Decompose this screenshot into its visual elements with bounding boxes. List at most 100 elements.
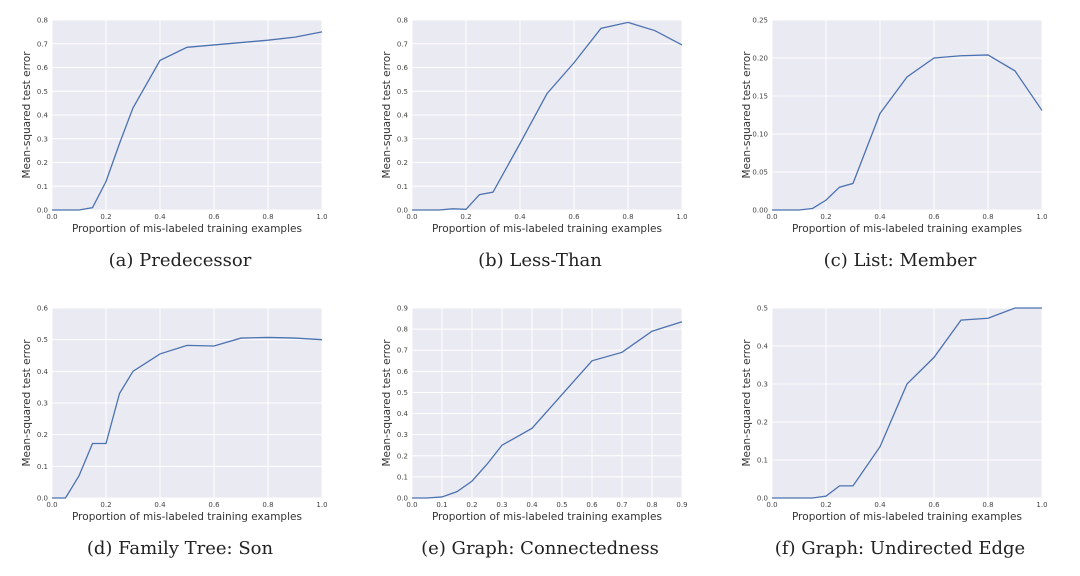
chart-b: 0.0 0.2 0.4 0.6 0.8 1.0 0.0 0.1 0.2 0.3 0.4 0.5 0.6 0… — [381, 17, 688, 236]
y-tick-label: 0.2 — [37, 431, 48, 439]
x-tick-label: 1.0 — [316, 213, 327, 221]
y-tick-label: 0.5 — [397, 88, 408, 96]
y-tick-label: 0.0 — [37, 495, 48, 503]
x-tick-label: 0.2 — [466, 501, 477, 509]
y-tick-label: 0.15 — [752, 93, 768, 101]
x-tick-label: 0.6 — [568, 213, 580, 221]
x-tick-label: 0.6 — [928, 213, 940, 221]
y-tick-label: 0.1 — [397, 183, 408, 191]
x-tick-label: 0.4 — [874, 501, 886, 509]
y-tick-label: 0.7 — [397, 40, 408, 48]
chart-c: 0.0 0.2 0.4 0.6 0.8 1.0 0.00 0.05 0.10 0.15 0.20 0.… — [741, 17, 1048, 236]
y-tick-label: 0.0 — [757, 495, 768, 503]
y-tick-label: 0.10 — [752, 131, 768, 139]
x-tick-label: 0.5 — [556, 501, 567, 509]
y-tick-label: 0.8 — [397, 326, 408, 334]
x-tick-label: 0.7 — [616, 501, 627, 509]
x-tick-label: 0.8 — [646, 501, 657, 509]
y-tick-label: 0.9 — [397, 305, 408, 313]
x-tick-label: 1.0 — [1036, 501, 1047, 509]
x-axis-label: Proportion of mis-labeled training examp… — [432, 223, 662, 235]
y-tick-label: 0.1 — [757, 457, 768, 465]
chart-d: 0.0 0.2 0.4 0.6 0.8 1.0 0.0 0.1 0.2 0.3 0.4 0.5 0.6 P… — [21, 305, 328, 524]
y-tick-label: 0.1 — [397, 473, 408, 481]
chart-panel-c: 0.0 0.2 0.4 0.6 0.8 1.0 0.00 0.05 0.10 0.15 0.20 0.… — [720, 0, 1080, 288]
plot-area — [772, 20, 1042, 210]
y-tick-label: 0.4 — [757, 343, 769, 351]
series-line — [412, 321, 683, 499]
y-tick-label: 0.2 — [397, 159, 408, 167]
x-tick-label: 0.8 — [982, 213, 993, 221]
series-line — [52, 336, 323, 499]
series-line — [772, 54, 1043, 211]
chart-panel-d: 0.0 0.2 0.4 0.6 0.8 1.0 0.0 0.1 0.2 0.3 0.4 0.5 0.6 P… — [0, 288, 360, 576]
caption-a: (a) Predecessor — [108, 250, 252, 271]
y-tick-label: 0.1 — [37, 463, 48, 471]
y-tick-label: 0.3 — [37, 135, 48, 143]
series-line — [412, 21, 683, 211]
y-tick-label: 0.3 — [37, 400, 48, 408]
y-axis-label: Mean-squared test error — [741, 339, 753, 467]
x-tick-label: 0.2 — [100, 213, 111, 221]
x-tick-label: 0.8 — [982, 501, 993, 509]
y-tick-label: 0.05 — [752, 169, 768, 177]
x-tick-label: 0.2 — [820, 501, 831, 509]
x-tick-label: 0.4 — [154, 213, 166, 221]
y-axis-label: Mean-squared test error — [381, 339, 393, 467]
x-tick-label: 0.4 — [874, 213, 886, 221]
y-tick-label: 0.2 — [37, 159, 48, 167]
x-tick-label: 0.6 — [928, 501, 940, 509]
x-tick-label: 0.4 — [514, 213, 526, 221]
x-tick-label: 0.0 — [766, 501, 777, 509]
series-line — [52, 31, 323, 211]
x-tick-label: 0.8 — [262, 501, 273, 509]
y-tick-label: 0.4 — [397, 112, 409, 120]
y-tick-label: 0.8 — [37, 17, 48, 25]
x-axis-label: Proportion of mis-labeled training examp… — [432, 511, 662, 523]
y-axis-label: Mean-squared test error — [21, 51, 33, 179]
y-tick-label: 0.4 — [37, 112, 49, 120]
x-tick-label: 0.0 — [406, 213, 417, 221]
x-axis-label: Proportion of mis-labeled training examp… — [792, 511, 1022, 523]
y-tick-label: 0.2 — [397, 452, 408, 460]
x-axis-label: Proportion of mis-labeled training examp… — [72, 511, 302, 523]
y-tick-label: 0.6 — [37, 305, 49, 313]
chart-panel-e: 0.0 0.1 0.2 0.3 0.4 0.5 0.6 0.7 0.8 0.9 0.0 0.1 0.2 0… — [360, 288, 720, 576]
y-tick-label: 0.00 — [752, 207, 768, 215]
y-tick-label: 0.5 — [37, 88, 48, 96]
y-axis-label: Mean-squared test error — [21, 339, 33, 467]
y-tick-label: 0.0 — [397, 495, 408, 503]
x-tick-label: 0.2 — [460, 213, 471, 221]
y-tick-label: 0.1 — [37, 183, 48, 191]
x-tick-label: 0.2 — [820, 213, 831, 221]
x-tick-label: 1.0 — [1036, 213, 1047, 221]
y-tick-label: 0.3 — [757, 381, 768, 389]
y-tick-label: 0.7 — [397, 347, 408, 355]
x-tick-label: 0.8 — [262, 213, 273, 221]
caption-f: (f) Graph: Undirected Edge — [774, 538, 1026, 559]
x-tick-label: 0.9 — [676, 501, 687, 509]
chart-panel-f: 0.0 0.2 0.4 0.6 0.8 1.0 0.0 0.1 0.2 0.3 0.4 0.5 Prop… — [720, 288, 1080, 576]
x-axis-label: Proportion of mis-labeled training examp… — [792, 223, 1022, 235]
y-tick-label: 0.6 — [37, 64, 49, 72]
y-tick-label: 0.5 — [37, 336, 48, 344]
chart-panel-a: 0.0 0.2 0.4 0.6 0.8 1.0 0.0 0.1 0.2 0.3 0.4 0.5 0.6 0… — [0, 0, 360, 288]
x-tick-label: 0.6 — [208, 213, 220, 221]
y-tick-label: 0.4 — [37, 368, 49, 376]
y-tick-label: 0.4 — [397, 410, 409, 418]
y-tick-label: 0.0 — [37, 207, 48, 215]
x-tick-label: 0.4 — [154, 501, 166, 509]
x-tick-label: 0.0 — [46, 501, 57, 509]
x-tick-label: 0.6 — [208, 501, 220, 509]
x-tick-label: 0.0 — [766, 213, 777, 221]
x-tick-label: 0.2 — [100, 501, 111, 509]
y-tick-label: 0.0 — [397, 207, 408, 215]
y-tick-label: 0.5 — [757, 305, 768, 313]
x-tick-label: 0.0 — [46, 213, 57, 221]
chart-a: 0.0 0.2 0.4 0.6 0.8 1.0 0.0 0.1 0.2 0.3 0.4 0.5 0.6 0… — [21, 17, 328, 236]
y-axis-label: Mean-squared test error — [741, 51, 753, 179]
x-tick-label: 0.6 — [586, 501, 598, 509]
y-tick-label: 0.2 — [757, 419, 768, 427]
caption-e: (e) Graph: Connectedness — [421, 538, 659, 559]
x-tick-label: 0.3 — [496, 501, 507, 509]
